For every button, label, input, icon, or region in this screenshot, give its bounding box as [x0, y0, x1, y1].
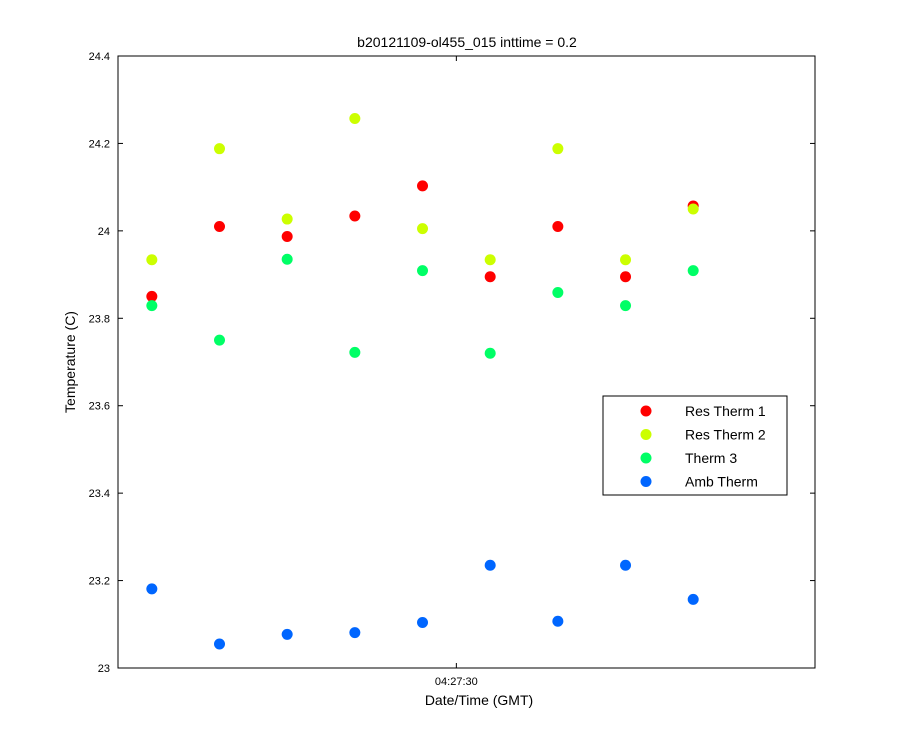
data-point — [349, 210, 361, 222]
data-point — [349, 346, 361, 358]
y-tick-label: 23.6 — [89, 401, 110, 413]
data-point — [349, 113, 361, 125]
data-point — [417, 180, 429, 192]
data-point — [417, 223, 429, 235]
y-tick-label: 23.2 — [89, 576, 110, 588]
legend-marker — [640, 452, 652, 464]
y-tick-label: 24 — [98, 226, 110, 238]
data-point — [620, 300, 632, 312]
data-point — [146, 290, 158, 302]
data-points — [146, 113, 699, 650]
data-point — [687, 203, 699, 215]
data-point — [214, 334, 226, 346]
legend-label: Therm 3 — [685, 450, 737, 466]
data-point — [552, 143, 564, 155]
legend-marker — [640, 476, 652, 487]
data-point — [146, 583, 158, 595]
data-point — [552, 615, 564, 627]
chart-title: b20121109-ol455_015 inttime = 0.2 — [357, 34, 577, 50]
x-axis-label: Date/Time (GMT) — [425, 692, 533, 708]
data-point — [281, 253, 293, 265]
y-tick-label: 23.4 — [89, 488, 110, 500]
data-point — [214, 143, 226, 155]
data-point — [484, 559, 496, 571]
series-amb-therm — [146, 559, 699, 650]
legend: Res Therm 1 Res Therm 2 Therm 3 Amb Therm — [602, 395, 788, 496]
data-point — [349, 627, 361, 639]
data-point — [484, 347, 496, 359]
y-tick-label: 23.8 — [89, 313, 110, 325]
legend-label: Res Therm 1 — [685, 403, 766, 419]
data-point — [417, 617, 429, 629]
y-tick-label: 24.4 — [89, 51, 110, 63]
y-tick-label: 23 — [98, 663, 110, 675]
legend-label: Amb Therm — [685, 474, 758, 490]
series-res-therm-1 — [146, 180, 699, 302]
data-point — [214, 638, 226, 650]
legend-box — [602, 395, 788, 496]
data-point — [146, 300, 158, 312]
data-point — [687, 593, 699, 605]
data-point — [281, 628, 293, 640]
data-point — [620, 271, 632, 283]
data-point — [687, 265, 699, 277]
data-point — [620, 254, 632, 266]
legend-marker — [640, 429, 652, 440]
data-point — [146, 254, 158, 266]
data-point — [484, 271, 496, 283]
legend-marker — [640, 405, 652, 417]
data-point — [214, 220, 226, 232]
data-point — [417, 265, 429, 277]
legend-label: Res Therm 2 — [685, 427, 766, 443]
data-point — [281, 231, 293, 243]
y-axis-label: Temperature (C) — [62, 311, 78, 413]
y-axis: 23 23.2 23.4 23.6 23.8 24 24.2 24.4 — [89, 51, 815, 675]
series-therm-3 — [146, 253, 699, 359]
data-point — [484, 254, 496, 266]
series-res-therm-2 — [146, 113, 699, 266]
plot-area — [117, 55, 816, 669]
data-point — [620, 559, 632, 571]
x-tick-label: 04:27:30 — [435, 676, 478, 688]
x-axis: 04:27:30 — [435, 56, 478, 688]
y-tick-label: 24.2 — [89, 138, 110, 150]
data-point — [552, 220, 564, 232]
data-point — [552, 286, 564, 298]
data-point — [281, 213, 293, 225]
